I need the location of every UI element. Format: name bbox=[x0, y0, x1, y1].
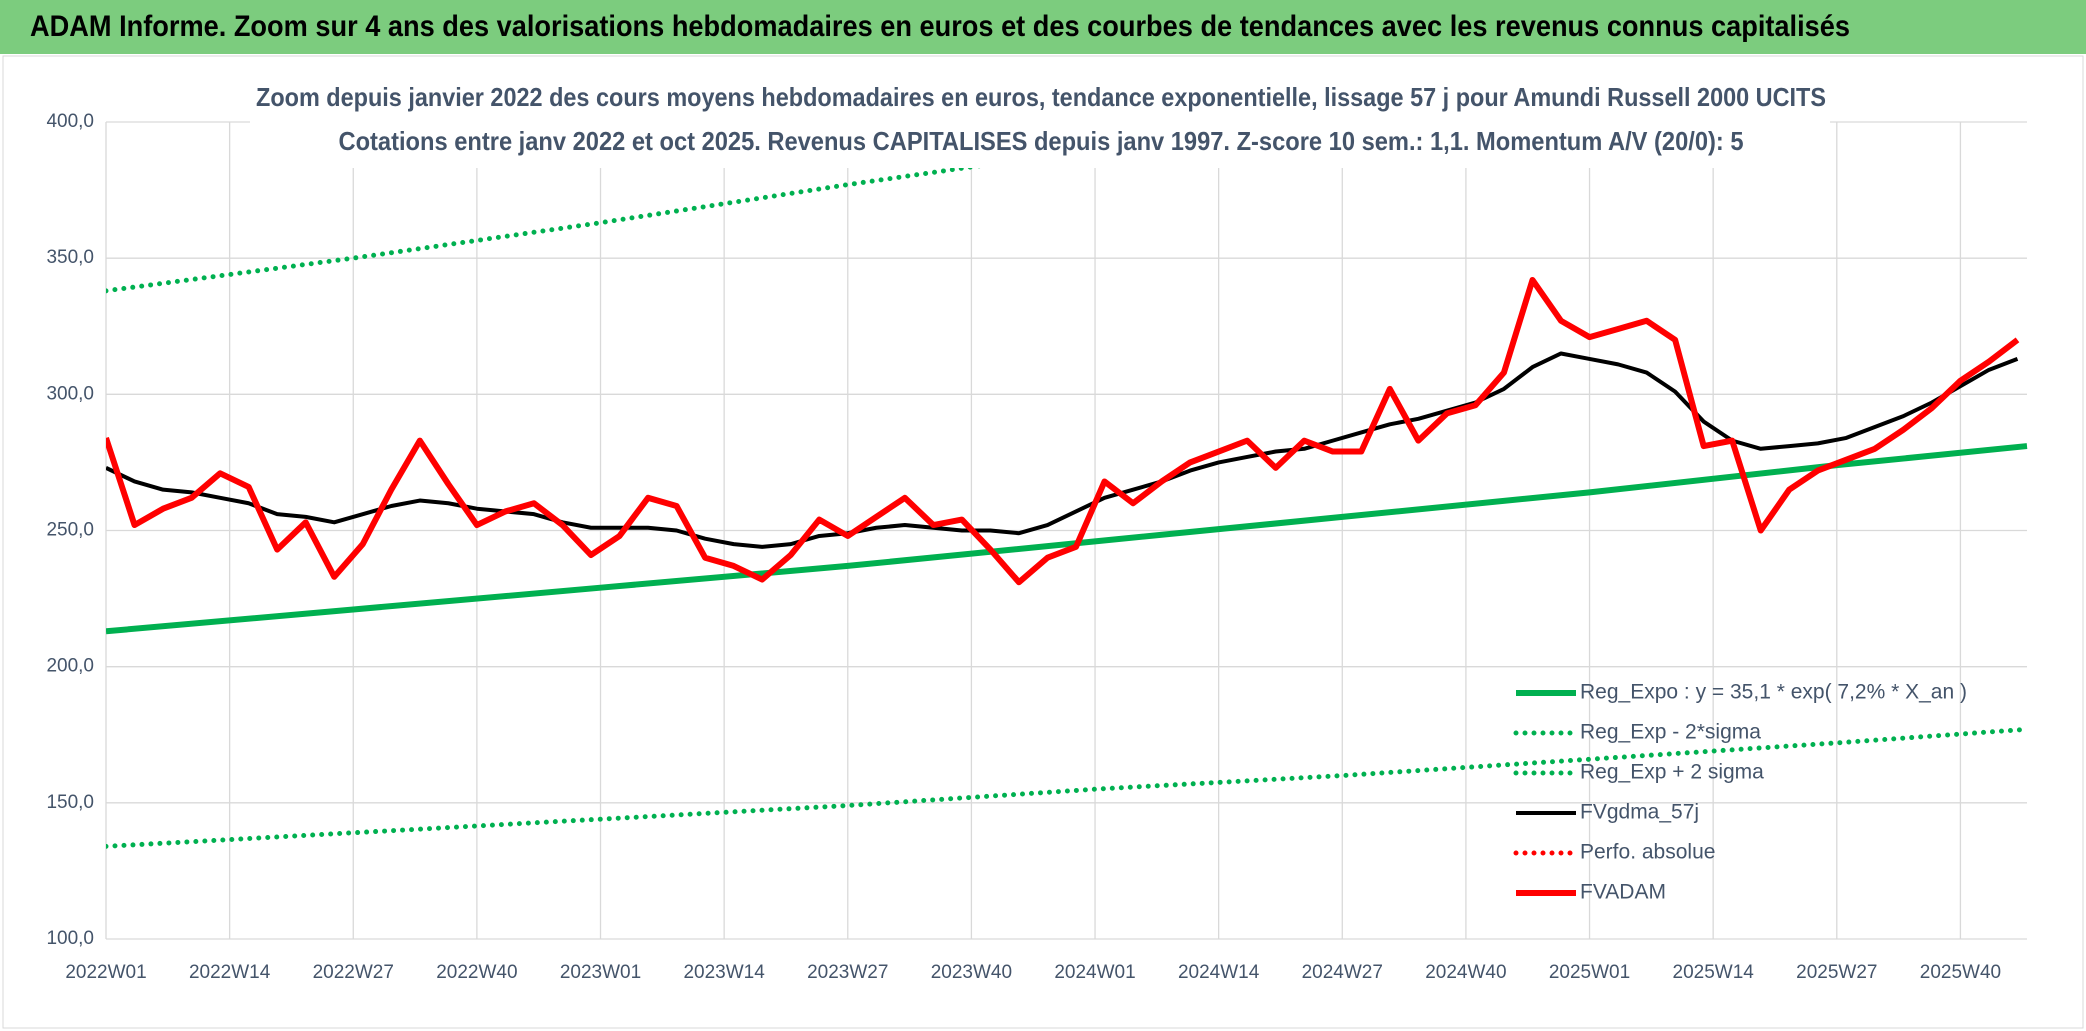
chart-frame bbox=[2, 55, 2084, 1029]
legend-label: FVgdma_57j bbox=[1580, 801, 1699, 824]
x-tick-label: 2023W40 bbox=[931, 962, 1012, 983]
legend-label: Reg_Exp + 2 sigma bbox=[1580, 761, 1764, 784]
y-tick-label: 350,0 bbox=[46, 247, 94, 268]
x-tick-label: 2023W14 bbox=[683, 962, 765, 983]
x-tick-label: 2023W01 bbox=[560, 962, 641, 983]
y-tick-label: 100,0 bbox=[46, 928, 94, 949]
legend-label: Reg_Expo : y = 35,1 * exp( 7,2% * X_an ) bbox=[1580, 681, 1967, 704]
legend: Reg_Expo : y = 35,1 * exp( 7,2% * X_an )… bbox=[1513, 681, 1967, 904]
y-tick-label: 150,0 bbox=[46, 792, 94, 813]
x-tick-label: 2024W01 bbox=[1054, 962, 1135, 983]
legend-label: FVADAM bbox=[1580, 881, 1666, 904]
x-tick-label: 2022W40 bbox=[436, 962, 517, 983]
x-tick-label: 2024W40 bbox=[1425, 962, 1506, 983]
y-tick-label: 200,0 bbox=[46, 656, 94, 677]
y-tick-label: 400,0 bbox=[46, 111, 94, 132]
legend-label: Reg_Exp - 2*sigma bbox=[1580, 721, 1761, 744]
x-tick-label: 2022W14 bbox=[189, 962, 271, 983]
x-tick-label: 2025W27 bbox=[1796, 962, 1877, 983]
series-line bbox=[106, 726, 2030, 849]
x-tick-label: 2025W40 bbox=[1920, 962, 2001, 983]
x-tick-label: 2024W27 bbox=[1302, 962, 1383, 983]
chart-subtitle: Cotations entre janv 2022 et oct 2025. R… bbox=[339, 126, 1744, 156]
x-tick-label: 2023W27 bbox=[807, 962, 888, 983]
x-tick-label: 2025W01 bbox=[1549, 962, 1630, 983]
x-tick-label: 2024W14 bbox=[1178, 962, 1260, 983]
legend-label: Perfo. absolue bbox=[1580, 841, 1715, 864]
x-tick-label: 2025W14 bbox=[1673, 962, 1755, 983]
header-bar bbox=[0, 0, 2086, 54]
y-tick-label: 300,0 bbox=[46, 383, 94, 404]
header-title: ADAM Informe. Zoom sur 4 ans des valoris… bbox=[30, 10, 1850, 43]
series-line bbox=[106, 443, 2028, 635]
title-backdrop bbox=[250, 78, 1830, 168]
axes: 100,0 150,0 200,0 250,0 300,0 350,0 400,0 2022W… bbox=[46, 111, 2001, 983]
x-tick-label: 2022W27 bbox=[313, 962, 394, 983]
series-line bbox=[106, 351, 2019, 549]
chart-title: Zoom depuis janvier 2022 des cours moyen… bbox=[256, 82, 1826, 112]
series-line bbox=[106, 276, 2020, 586]
x-tick-label: 2022W01 bbox=[65, 962, 146, 983]
y-tick-label: 250,0 bbox=[46, 520, 94, 541]
